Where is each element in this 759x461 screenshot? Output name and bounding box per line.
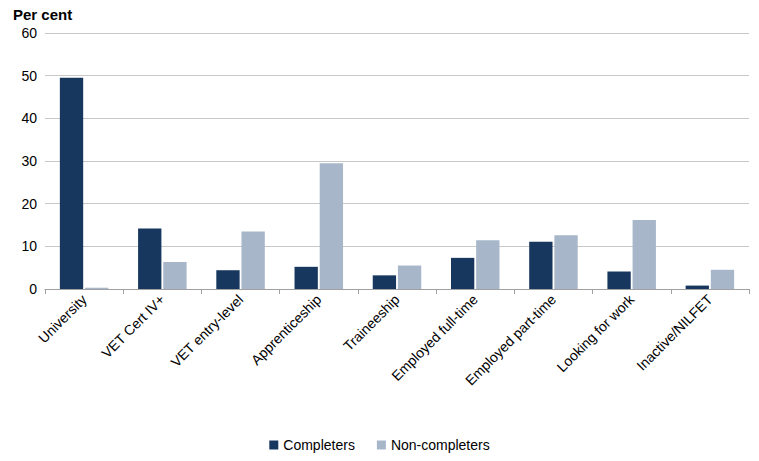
svg-text:Per cent: Per cent [13, 6, 72, 23]
svg-text:Looking for work: Looking for work [553, 291, 638, 376]
svg-text:20: 20 [21, 196, 37, 212]
svg-text:0: 0 [29, 281, 37, 297]
svg-text:60: 60 [21, 25, 37, 41]
svg-text:VET entry-level: VET entry-level [167, 291, 246, 370]
svg-text:40: 40 [21, 110, 37, 126]
svg-text:Employed full-time: Employed full-time [388, 291, 481, 384]
svg-text:Non-completers: Non-completers [391, 437, 490, 453]
svg-text:10: 10 [21, 238, 37, 254]
svg-text:30: 30 [21, 153, 37, 169]
svg-text:Traineeship: Traineeship [340, 291, 403, 354]
svg-text:50: 50 [21, 68, 37, 84]
svg-text:Completers: Completers [283, 437, 355, 453]
svg-text:Inactive/NILFET: Inactive/NILFET [633, 291, 716, 374]
svg-text:University: University [35, 291, 90, 346]
svg-text:VET Cert IV+: VET Cert IV+ [98, 291, 168, 361]
svg-text:Employed part-time: Employed part-time [462, 291, 559, 388]
svg-text:Apprenticeship: Apprenticeship [248, 291, 325, 368]
